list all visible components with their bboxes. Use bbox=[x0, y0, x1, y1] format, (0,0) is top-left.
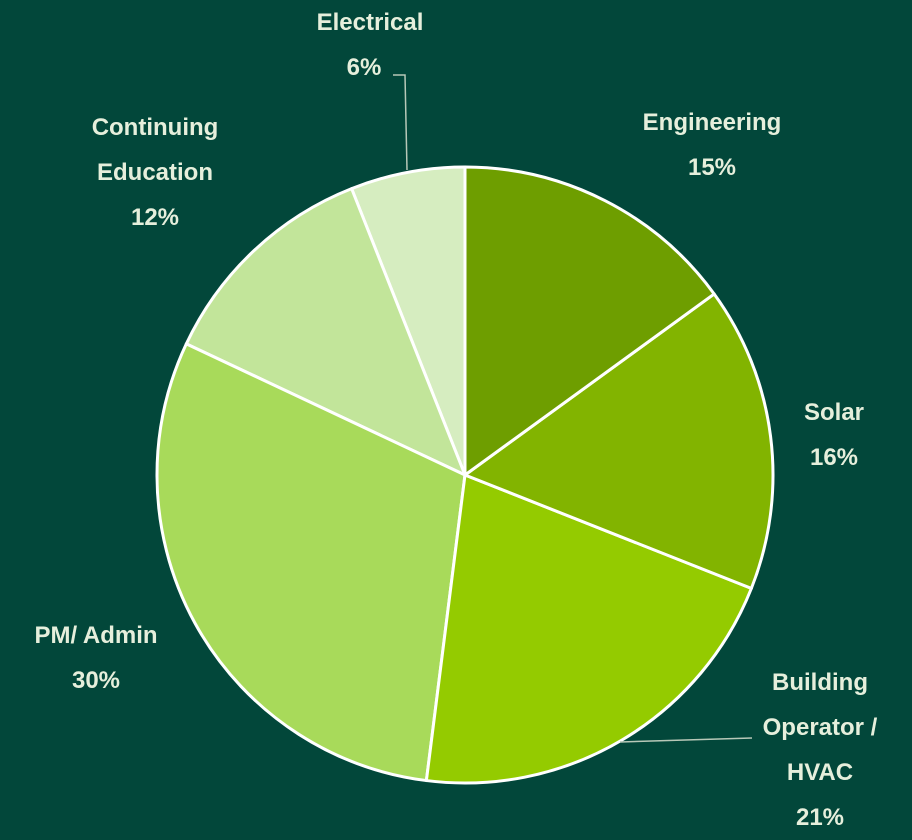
slice-label: Continuing Education 12% bbox=[55, 105, 255, 240]
pie-slice bbox=[184, 187, 467, 477]
category-label: Engineering bbox=[642, 109, 782, 136]
pie-slice bbox=[424, 473, 753, 785]
slice-label: PM/ Admin 30% bbox=[6, 613, 186, 703]
slice-label: Solar 16% bbox=[754, 390, 912, 480]
value-label: 15% bbox=[687, 154, 737, 181]
value-label: 21% bbox=[795, 804, 845, 831]
value-label: 6% bbox=[346, 54, 382, 81]
category-label: PM/ Admin bbox=[34, 622, 158, 649]
pie-slice bbox=[155, 342, 467, 783]
value-label: 12% bbox=[130, 204, 180, 231]
category-label: Building Operator / HVAC bbox=[762, 669, 878, 786]
category-label: Continuing Education bbox=[91, 114, 219, 186]
value-label: 30% bbox=[71, 667, 121, 694]
pie-slice bbox=[463, 292, 775, 590]
slice-label: Building Operator / HVAC 21% bbox=[750, 660, 890, 840]
pie-slice bbox=[463, 165, 716, 477]
value-label: 16% bbox=[809, 444, 859, 471]
slice-label: Engineering 15% bbox=[602, 100, 822, 190]
category-label: Electrical bbox=[316, 9, 424, 36]
leader-line bbox=[393, 74, 408, 171]
slice-label: Electrical 6% bbox=[280, 0, 460, 90]
leader-line bbox=[619, 737, 753, 743]
category-label: Solar bbox=[803, 399, 865, 426]
